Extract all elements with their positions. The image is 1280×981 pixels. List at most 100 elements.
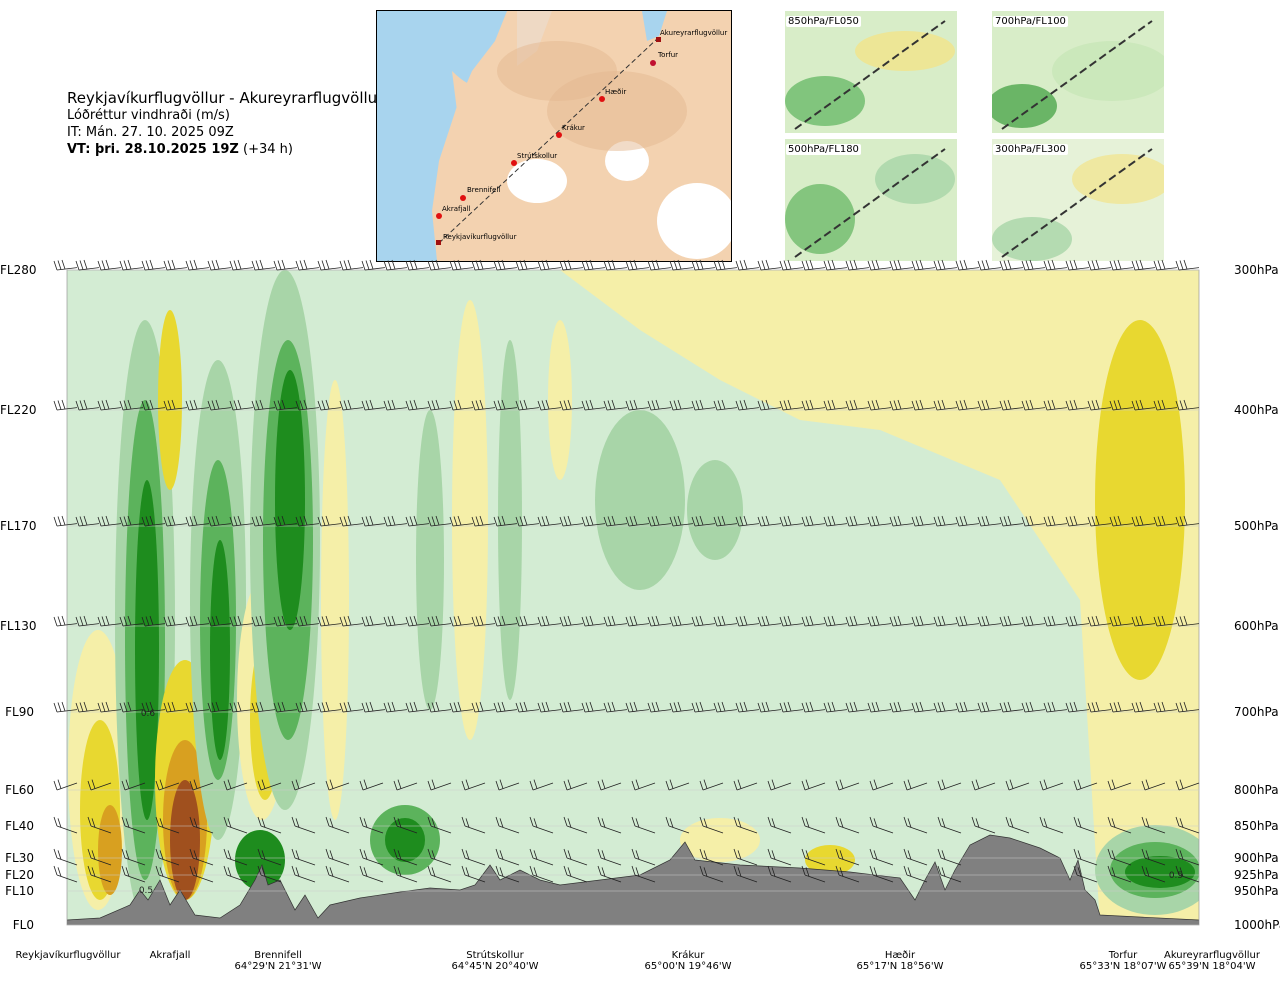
wind-barb	[493, 259, 518, 271]
wind-barb	[1039, 779, 1064, 791]
wind-barb	[559, 701, 584, 713]
wind-barb	[251, 701, 276, 713]
waypoint-label: Akureyrarflugvöllur 65°39'N 18°04'W	[1152, 950, 1272, 972]
wind-barb	[163, 399, 188, 411]
wind-barb	[867, 615, 892, 627]
wind-barb	[515, 399, 540, 411]
wind-barb	[1175, 848, 1200, 866]
wind-barb	[999, 701, 1024, 713]
wind-barb	[955, 399, 980, 411]
waypoint-name: Hæðir	[884, 950, 916, 961]
issue-time: IT: Mán. 27. 10. 2025 09Z	[67, 125, 234, 140]
wind-barb	[75, 259, 100, 271]
map-station-label: Akureyrarflugvöllur	[660, 29, 727, 37]
wind-barb	[767, 865, 792, 883]
wind-barb	[405, 259, 430, 271]
wind-barb	[471, 515, 496, 527]
mini-map-label: 700hPa/FL100	[993, 16, 1068, 27]
wind-barb	[669, 515, 694, 527]
wind-barb	[631, 848, 656, 866]
wind-barb	[971, 779, 996, 791]
wind-barb	[119, 701, 144, 713]
weak-updraft-cell	[680, 818, 760, 862]
wind-barb	[779, 615, 804, 627]
mini-map-label: 850hPa/FL050	[786, 16, 861, 27]
wind-barb	[1087, 701, 1112, 713]
wind-barb	[733, 779, 758, 791]
wind-barb	[75, 615, 100, 627]
pressure-tick-label: 925hPa	[1234, 868, 1279, 882]
strong-updraft-band	[98, 805, 122, 895]
wind-barb	[801, 865, 826, 883]
wind-barb	[801, 816, 826, 834]
waypoint-label: Akrafjall	[110, 950, 230, 961]
wind-barb	[669, 615, 694, 627]
downdraft-region	[687, 460, 743, 560]
wind-barb	[449, 701, 474, 713]
updraft-cell	[805, 845, 855, 875]
wind-barb	[97, 701, 122, 713]
wind-barb	[1043, 701, 1068, 713]
wind-barb	[713, 259, 738, 271]
wind-barb	[757, 259, 782, 271]
pressure-tick-label: 850hPa	[1234, 819, 1279, 833]
wind-barb	[427, 848, 452, 866]
wind-barb	[141, 515, 166, 527]
wind-barb	[597, 779, 622, 791]
wind-barb	[631, 816, 656, 834]
fl-tick-label: FL220	[0, 403, 37, 417]
wind-barb	[223, 848, 248, 866]
pressure-tick-label: 500hPa	[1234, 519, 1279, 533]
wind-barb	[493, 515, 518, 527]
strong-downdraft-band	[135, 480, 159, 820]
wind-barb	[471, 615, 496, 627]
wind-barb	[835, 816, 860, 834]
wind-barb	[625, 515, 650, 527]
waypoint-label: Reykjavíkurflugvöllur	[8, 950, 128, 961]
wind-barb	[471, 701, 496, 713]
waypoint-label: Strútskollur 64°45'N 20°40'W	[435, 950, 555, 972]
wind-barb	[597, 865, 622, 883]
wind-barb	[933, 615, 958, 627]
wind-barb	[691, 615, 716, 627]
map-station-label: Brennifell	[467, 186, 500, 194]
wind-barb	[449, 615, 474, 627]
wind-barb	[291, 779, 316, 791]
wind-barb	[823, 615, 848, 627]
wind-barb	[559, 615, 584, 627]
wind-barb	[559, 259, 584, 271]
wind-barb	[537, 399, 562, 411]
wind-barb	[121, 848, 146, 866]
parameter-label: Lóðréttur vindhraði (m/s)	[67, 108, 230, 123]
wind-barb	[87, 865, 112, 883]
wind-barb	[141, 259, 166, 271]
wind-barb	[801, 259, 826, 271]
wind-barb	[977, 399, 1002, 411]
wind-barb	[495, 779, 520, 791]
wind-barb	[1131, 701, 1156, 713]
mini-map-label: 500hPa/FL180	[786, 144, 861, 155]
wind-barb	[933, 399, 958, 411]
mini-map-500: 500hPa/FL180	[785, 139, 957, 261]
wind-barb	[339, 515, 364, 527]
updraft-band	[452, 300, 488, 740]
wind-barb	[625, 399, 650, 411]
route-map: Akureyrarflugvöllur Torfur Hæðir Krákur …	[376, 10, 732, 262]
wind-barb	[359, 848, 384, 866]
wind-barb	[597, 816, 622, 834]
wind-barb	[801, 779, 826, 791]
wind-barb	[647, 399, 672, 411]
wind-barb	[563, 848, 588, 866]
wind-barb	[869, 848, 894, 866]
wind-barb	[767, 779, 792, 791]
wind-barb	[273, 701, 298, 713]
wind-barb	[291, 816, 316, 834]
wind-barb	[427, 701, 452, 713]
wind-barb	[603, 701, 628, 713]
wind-barb	[207, 399, 232, 411]
wind-barb	[779, 515, 804, 527]
wind-barb	[581, 701, 606, 713]
wind-barb	[471, 399, 496, 411]
wind-barb	[823, 399, 848, 411]
wind-barb	[1043, 515, 1068, 527]
